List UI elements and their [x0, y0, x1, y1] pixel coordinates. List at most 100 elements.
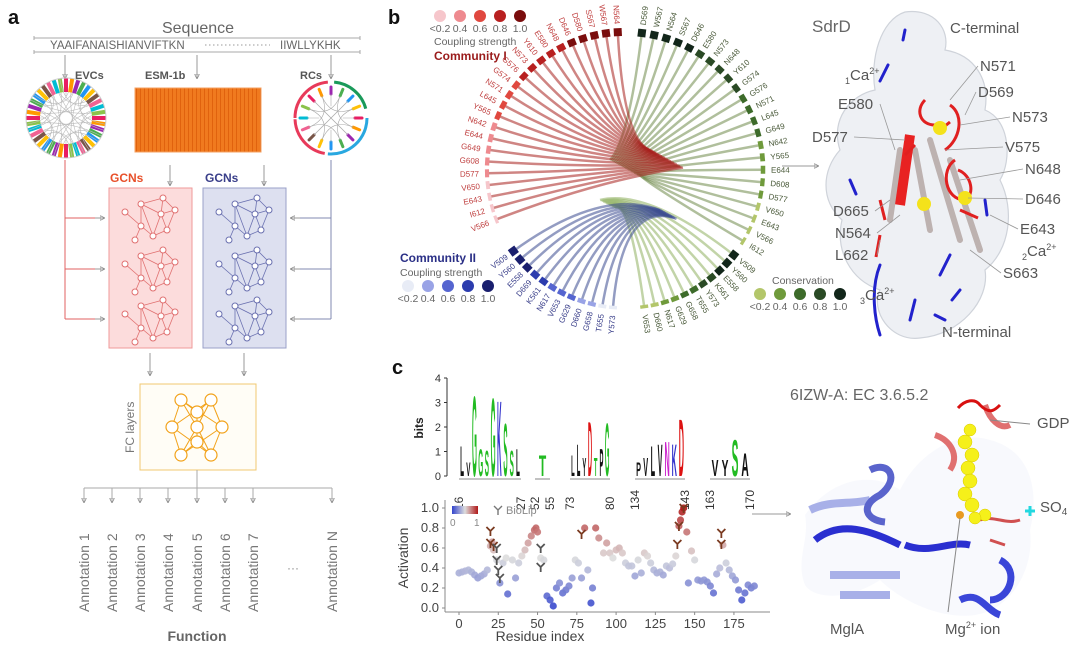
red-node	[489, 203, 496, 213]
activation-point	[502, 554, 510, 562]
activation-point	[691, 556, 699, 564]
logo-letter: V	[643, 454, 648, 483]
logo-x-tick-label: 170	[743, 490, 757, 510]
gcn-node	[163, 226, 171, 234]
activation-point	[515, 559, 523, 567]
red-residue-label: E644	[464, 128, 485, 141]
green-residue-label: V650	[764, 205, 785, 219]
rc-node	[300, 104, 311, 111]
annotation-label: Annotation N	[324, 531, 340, 612]
blue-node	[587, 300, 597, 307]
sdrd-leader-line	[959, 116, 1011, 126]
activation-point	[504, 590, 512, 598]
sdrd-residue-label: D665	[833, 203, 869, 220]
green-node	[745, 225, 753, 235]
gcn-node	[215, 208, 223, 216]
red-residue-label: D577	[460, 169, 480, 178]
sdrd-leader-line	[967, 197, 1024, 200]
blue-node	[598, 303, 607, 309]
activation-point	[549, 602, 557, 610]
green-residue-label: D569	[639, 5, 650, 26]
activation-point	[669, 560, 677, 568]
gcn-edge	[152, 213, 162, 237]
red-residue-label: S567	[584, 9, 597, 30]
logo-letter: V	[712, 455, 719, 481]
gcn-node	[131, 338, 139, 346]
red-node	[498, 100, 508, 110]
gcn-node	[225, 288, 233, 296]
activation-point	[713, 570, 721, 578]
sdrd-leader-line	[964, 91, 977, 116]
red-node	[493, 215, 500, 224]
gcn-edge	[218, 313, 236, 329]
activation-point	[603, 539, 611, 547]
logo-letter: T	[594, 454, 598, 483]
green-node	[760, 165, 766, 174]
blue-node	[608, 305, 618, 310]
legend-swatch	[402, 280, 414, 292]
fc-neuron	[204, 393, 218, 407]
gcn-node	[265, 258, 273, 266]
evc-ring	[25, 77, 107, 159]
gcn-edge	[260, 261, 270, 283]
gcn-node	[137, 222, 145, 230]
green-residue-label: N642	[768, 136, 789, 148]
legend-swatch	[454, 10, 466, 22]
green-node	[694, 49, 706, 60]
x-axis-label: Residue index	[496, 628, 585, 644]
evc-segment	[91, 109, 106, 116]
logo-letter: S	[485, 445, 489, 484]
gcn-node	[149, 334, 157, 342]
gcn-blue-label: GCNs	[205, 171, 239, 185]
mgla-label: MglA	[830, 621, 864, 638]
fc-layers-label: FC layers	[123, 402, 137, 453]
legend-value: 0.8	[461, 293, 476, 305]
biolip-marker	[716, 539, 726, 549]
gcn-edge	[234, 255, 248, 289]
red-residue-label: I612	[469, 206, 487, 219]
gcn-node	[257, 328, 265, 336]
logo-letter: A	[741, 448, 748, 484]
evc-segment	[29, 128, 44, 138]
green-node	[750, 116, 758, 126]
logo-letter: T	[539, 450, 546, 483]
activation-point	[568, 574, 576, 582]
logo-letter: V	[658, 434, 663, 486]
sdrd-residue-label: N571	[980, 58, 1016, 75]
red-node	[494, 110, 503, 121]
legend-red-title: Coupling strength	[434, 36, 516, 48]
green-residue-label: V653	[640, 314, 652, 334]
evc-segment	[27, 103, 42, 112]
red-link	[492, 165, 682, 210]
red-residue-label: G649	[460, 142, 481, 154]
activation-point	[518, 552, 526, 560]
activation-point	[706, 582, 714, 590]
logo-x-tick-label: 163	[703, 490, 717, 510]
green-node	[661, 33, 672, 44]
green-node	[757, 140, 764, 150]
gcn-edge	[234, 249, 258, 257]
red-node	[578, 33, 588, 44]
red-node	[613, 27, 622, 37]
gcn-edge	[140, 249, 164, 257]
activation-point	[684, 579, 692, 587]
gcn-node	[231, 274, 239, 282]
green-residue-label: N564	[665, 11, 679, 32]
evc-segment	[90, 103, 105, 112]
fc-neuron	[174, 448, 188, 462]
activation-point	[738, 596, 746, 604]
activation-point	[647, 559, 655, 567]
fc-neuron	[174, 393, 188, 407]
sdrd-residue-labels: C-terminal N571 D569 N573 V575 N648 D646 E643 S6…	[812, 20, 1061, 341]
green-node	[649, 30, 659, 40]
green-residue-label: E643	[760, 218, 781, 233]
biolip-marker	[674, 521, 684, 531]
sdrd-leader-line	[959, 168, 1024, 181]
red-link	[488, 148, 675, 165]
legend-value: 1.0	[481, 293, 496, 305]
rc-arc	[293, 119, 326, 155]
evc-segment	[32, 131, 47, 144]
gcn-node	[121, 310, 129, 318]
gcn-node	[163, 328, 171, 336]
gcn-node	[231, 222, 239, 230]
